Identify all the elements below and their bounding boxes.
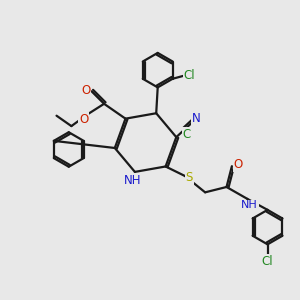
Text: N: N <box>192 112 201 125</box>
Text: O: O <box>233 158 242 171</box>
Text: O: O <box>79 113 88 126</box>
Text: C: C <box>183 128 191 141</box>
Text: Cl: Cl <box>262 255 273 268</box>
Text: Cl: Cl <box>183 69 195 82</box>
Text: NH: NH <box>241 200 258 210</box>
Text: O: O <box>81 84 90 97</box>
Text: S: S <box>186 171 193 184</box>
Text: NH: NH <box>124 174 141 187</box>
